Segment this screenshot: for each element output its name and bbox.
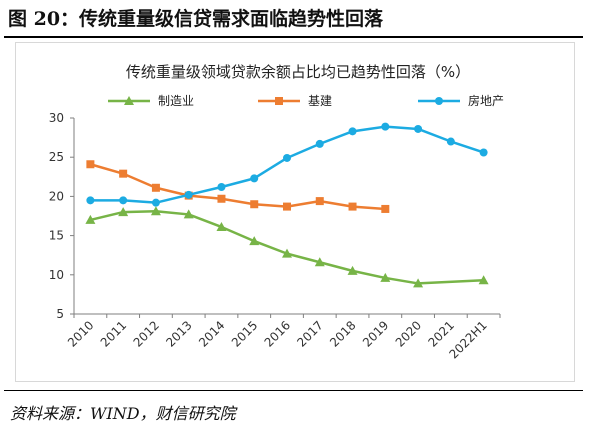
legend-label: 房地产 [468, 93, 504, 108]
x-tick-label: 2020 [393, 318, 424, 349]
data-point [217, 194, 226, 203]
x-tick-label: 2018 [327, 318, 358, 349]
y-tick-label: 20 [49, 189, 64, 203]
y-tick-label: 10 [49, 268, 64, 282]
data-point [446, 137, 455, 146]
y-tick-label: 30 [49, 111, 64, 125]
data-point [380, 272, 391, 282]
legend-label: 制造业 [158, 94, 194, 108]
series-line [90, 163, 386, 211]
data-point [183, 209, 194, 219]
y-tick-label: 25 [49, 150, 64, 164]
data-point [119, 169, 128, 178]
chart-title: 传统重量级领域贷款余额占比均已趋势性回落（%） [126, 63, 470, 81]
x-tick-label: 2012 [131, 318, 162, 349]
data-point [250, 174, 259, 183]
legend-label: 基建 [308, 94, 332, 108]
data-point [348, 127, 357, 136]
data-point [118, 207, 129, 217]
x-tick-label: 2019 [360, 318, 391, 349]
source-rule [4, 390, 583, 391]
series-square [86, 160, 390, 213]
data-point [479, 148, 488, 157]
data-point [283, 153, 291, 162]
data-point [250, 200, 259, 209]
data-point [314, 257, 325, 267]
series-line [90, 210, 484, 285]
legend-item: 基建 [258, 94, 332, 108]
data-point [315, 197, 324, 206]
x-tick-label: 2011 [98, 318, 129, 349]
legend-item: 制造业 [108, 94, 194, 108]
y-tick-label: 15 [49, 229, 64, 243]
data-point [249, 236, 260, 246]
data-point [151, 198, 160, 207]
series-layer [85, 122, 489, 288]
data-point [124, 96, 134, 105]
source-note: 资料来源：WIND，财信研究院 [10, 404, 236, 423]
figure-title: 图 20：传统重量级信贷需求面临趋势性回落 [8, 8, 384, 30]
series-circle [86, 122, 488, 207]
data-point [381, 122, 390, 131]
x-tick-label: 2013 [163, 318, 194, 349]
data-point [275, 97, 283, 105]
data-point [381, 204, 390, 213]
data-point [119, 196, 128, 205]
x-tick-label: 2014 [196, 318, 227, 349]
data-point [315, 139, 324, 148]
series-line [90, 125, 485, 204]
data-point [217, 182, 226, 191]
data-point [435, 97, 443, 105]
x-tick-label: 2017 [294, 318, 325, 349]
data-point [347, 265, 358, 275]
x-tick-label: 2015 [229, 318, 260, 349]
data-point [478, 275, 489, 285]
data-point [150, 206, 161, 216]
x-tick-label: 2016 [262, 318, 293, 349]
data-point [216, 221, 227, 231]
data-point [86, 160, 95, 169]
legend-item: 房地产 [418, 93, 504, 108]
data-point [85, 214, 96, 224]
data-point [184, 190, 193, 199]
title-rule [4, 36, 583, 38]
chart-frame [15, 42, 575, 382]
legend: 制造业 基建 房地产 [108, 93, 504, 108]
data-point [413, 278, 424, 288]
data-point [151, 183, 160, 192]
data-point [414, 124, 423, 133]
data-point [86, 196, 95, 205]
data-point [348, 202, 357, 211]
data-point [283, 202, 291, 211]
x-tick-label: 2010 [65, 318, 96, 349]
data-point [282, 248, 292, 258]
series-triangle [85, 206, 489, 288]
y-tick-label: 5 [56, 307, 64, 321]
